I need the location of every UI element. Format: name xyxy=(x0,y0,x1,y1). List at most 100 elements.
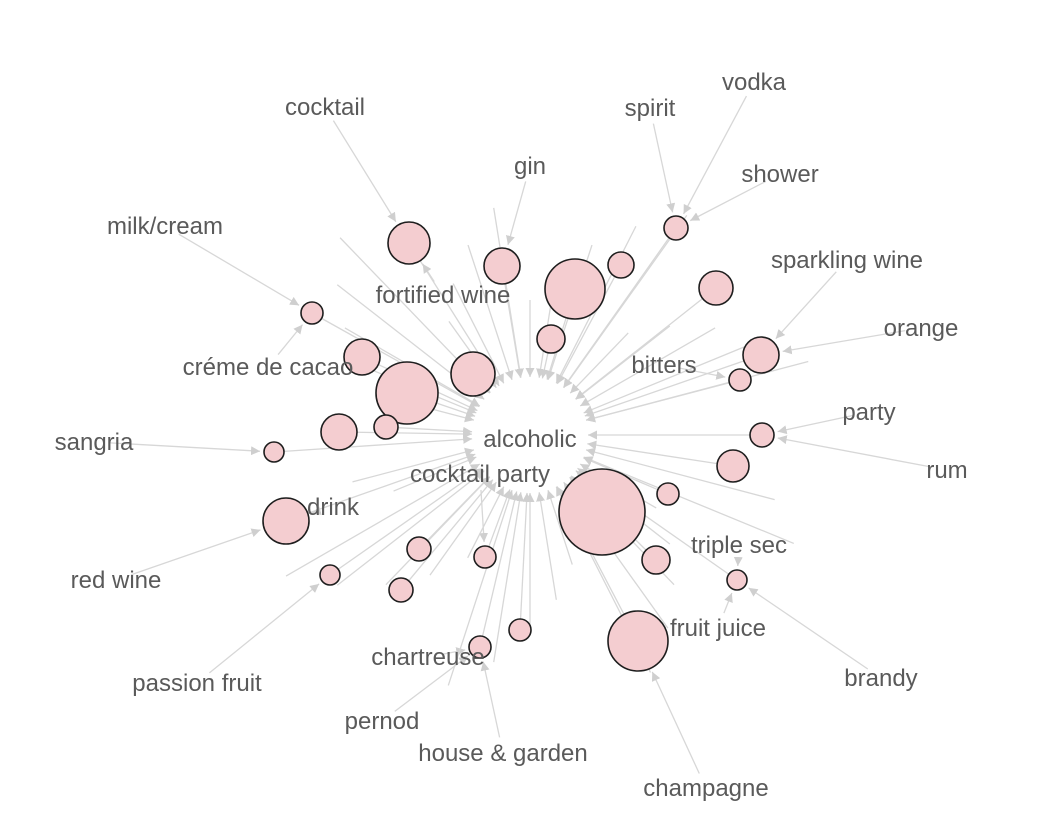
hub-spoke xyxy=(336,470,485,586)
node-layer xyxy=(262,215,780,672)
hub-spoke xyxy=(575,325,671,400)
edge-house-garden xyxy=(480,661,501,738)
hub-spoke xyxy=(393,456,477,492)
graph-node[interactable] xyxy=(663,215,689,241)
edge-red-wine xyxy=(130,528,261,576)
hub-spoke xyxy=(585,360,809,423)
graph-node[interactable] xyxy=(716,449,750,483)
node-label-brandy: brandy xyxy=(844,665,917,692)
graph-node[interactable] xyxy=(698,270,734,306)
edge-to-hub xyxy=(356,429,473,439)
node-label-sangria: sangria xyxy=(55,429,134,456)
graph-node[interactable] xyxy=(450,351,496,397)
graph-node[interactable] xyxy=(656,482,680,506)
hub-spoke xyxy=(493,492,524,663)
hub-spoke xyxy=(546,489,573,565)
edge-to-hub xyxy=(584,360,745,418)
graph-node[interactable] xyxy=(544,258,606,320)
graph-node[interactable] xyxy=(300,301,324,325)
hub-spoke xyxy=(583,456,795,545)
node-label-shower: shower xyxy=(741,161,818,188)
graph-node[interactable] xyxy=(375,361,439,425)
graph-node[interactable] xyxy=(607,610,669,672)
node-label-cr-me-de-cacao: créme de cacao xyxy=(183,354,354,381)
node-label-champagne: champagne xyxy=(643,775,768,802)
edge-drink xyxy=(311,506,322,516)
graph-node[interactable] xyxy=(508,618,532,642)
edge-layer xyxy=(109,95,932,774)
edge-passion-fruit xyxy=(209,583,320,674)
node-label-fruit-juice: fruit juice xyxy=(670,615,766,642)
edge-to-hub xyxy=(519,492,532,620)
edge-party xyxy=(777,414,854,435)
hub-spoke xyxy=(447,489,514,686)
graph-node[interactable] xyxy=(473,545,497,569)
edge-champagne xyxy=(651,671,700,774)
node-label-party: party xyxy=(842,399,895,426)
node-label-vodka: vodka xyxy=(722,69,787,96)
hub-spoke xyxy=(429,481,497,576)
node-label-drink: drink xyxy=(307,494,360,521)
node-label-bitters: bitters xyxy=(631,352,696,379)
edge-to-hub xyxy=(587,440,718,465)
edge-to-hub xyxy=(408,479,494,582)
graph-node[interactable] xyxy=(319,564,341,586)
edge-orange xyxy=(782,330,906,355)
graph-node[interactable] xyxy=(726,569,748,591)
hub-spoke xyxy=(536,492,557,600)
graph-node[interactable] xyxy=(263,441,285,463)
edge-fruit-juice xyxy=(723,592,733,614)
node-label-pernod: pernod xyxy=(345,708,420,735)
graph-node[interactable] xyxy=(343,338,381,376)
hub-spoke xyxy=(467,244,514,381)
graph-node[interactable] xyxy=(373,414,399,440)
graph-node[interactable] xyxy=(749,422,775,448)
graph-node[interactable] xyxy=(320,413,358,451)
edge-brandy xyxy=(748,587,869,670)
node-label-spirit: spirit xyxy=(625,95,676,122)
node-label-cocktail-party: cocktail party xyxy=(410,461,550,488)
edge-rum xyxy=(777,435,932,468)
graph-node[interactable] xyxy=(483,247,521,285)
graph-node[interactable] xyxy=(406,536,432,562)
edge-fortified-wine xyxy=(422,263,435,282)
hub-spoke xyxy=(385,476,491,586)
edge-to-hub xyxy=(283,434,473,452)
edge-to-hub xyxy=(488,489,512,547)
edge-to-hub xyxy=(481,491,519,637)
hub-spoke xyxy=(467,486,505,559)
hub-spoke xyxy=(583,339,763,414)
edge-sangria xyxy=(109,442,261,456)
edge-shower xyxy=(689,180,767,222)
node-label-fortified-wine: fortified wine xyxy=(376,282,511,309)
edge-cocktail-party xyxy=(479,489,489,543)
graph-node[interactable] xyxy=(742,336,780,374)
graph-node[interactable] xyxy=(728,368,752,392)
hub-spoke xyxy=(493,207,524,378)
graph-node[interactable] xyxy=(468,635,492,659)
graph-node[interactable] xyxy=(641,545,671,575)
edge-cocktail xyxy=(332,120,397,223)
graph-node[interactable] xyxy=(536,324,566,354)
graph-node[interactable] xyxy=(262,497,310,545)
hub-spoke xyxy=(352,447,475,483)
edge-vodka xyxy=(682,95,748,215)
graph-node[interactable] xyxy=(387,221,431,265)
graph-node[interactable] xyxy=(558,468,646,556)
graph-node[interactable] xyxy=(607,251,635,279)
edge-gin xyxy=(506,181,527,245)
hub-spoke xyxy=(585,447,775,501)
node-label-passion-fruit: passion fruit xyxy=(132,670,262,697)
graph-node[interactable] xyxy=(388,577,414,603)
hub-spoke xyxy=(579,327,716,407)
node-label-triple-sec: triple sec xyxy=(691,532,787,559)
node-label-gin: gin xyxy=(514,153,546,180)
hub-spoke xyxy=(452,283,505,384)
edge-bitters xyxy=(679,367,726,380)
edge-cr-me-de-cacao xyxy=(277,324,304,356)
edge-chartreuse xyxy=(443,647,466,656)
hub-spoke xyxy=(285,463,481,577)
node-label-chartreuse: chartreuse xyxy=(371,644,484,671)
